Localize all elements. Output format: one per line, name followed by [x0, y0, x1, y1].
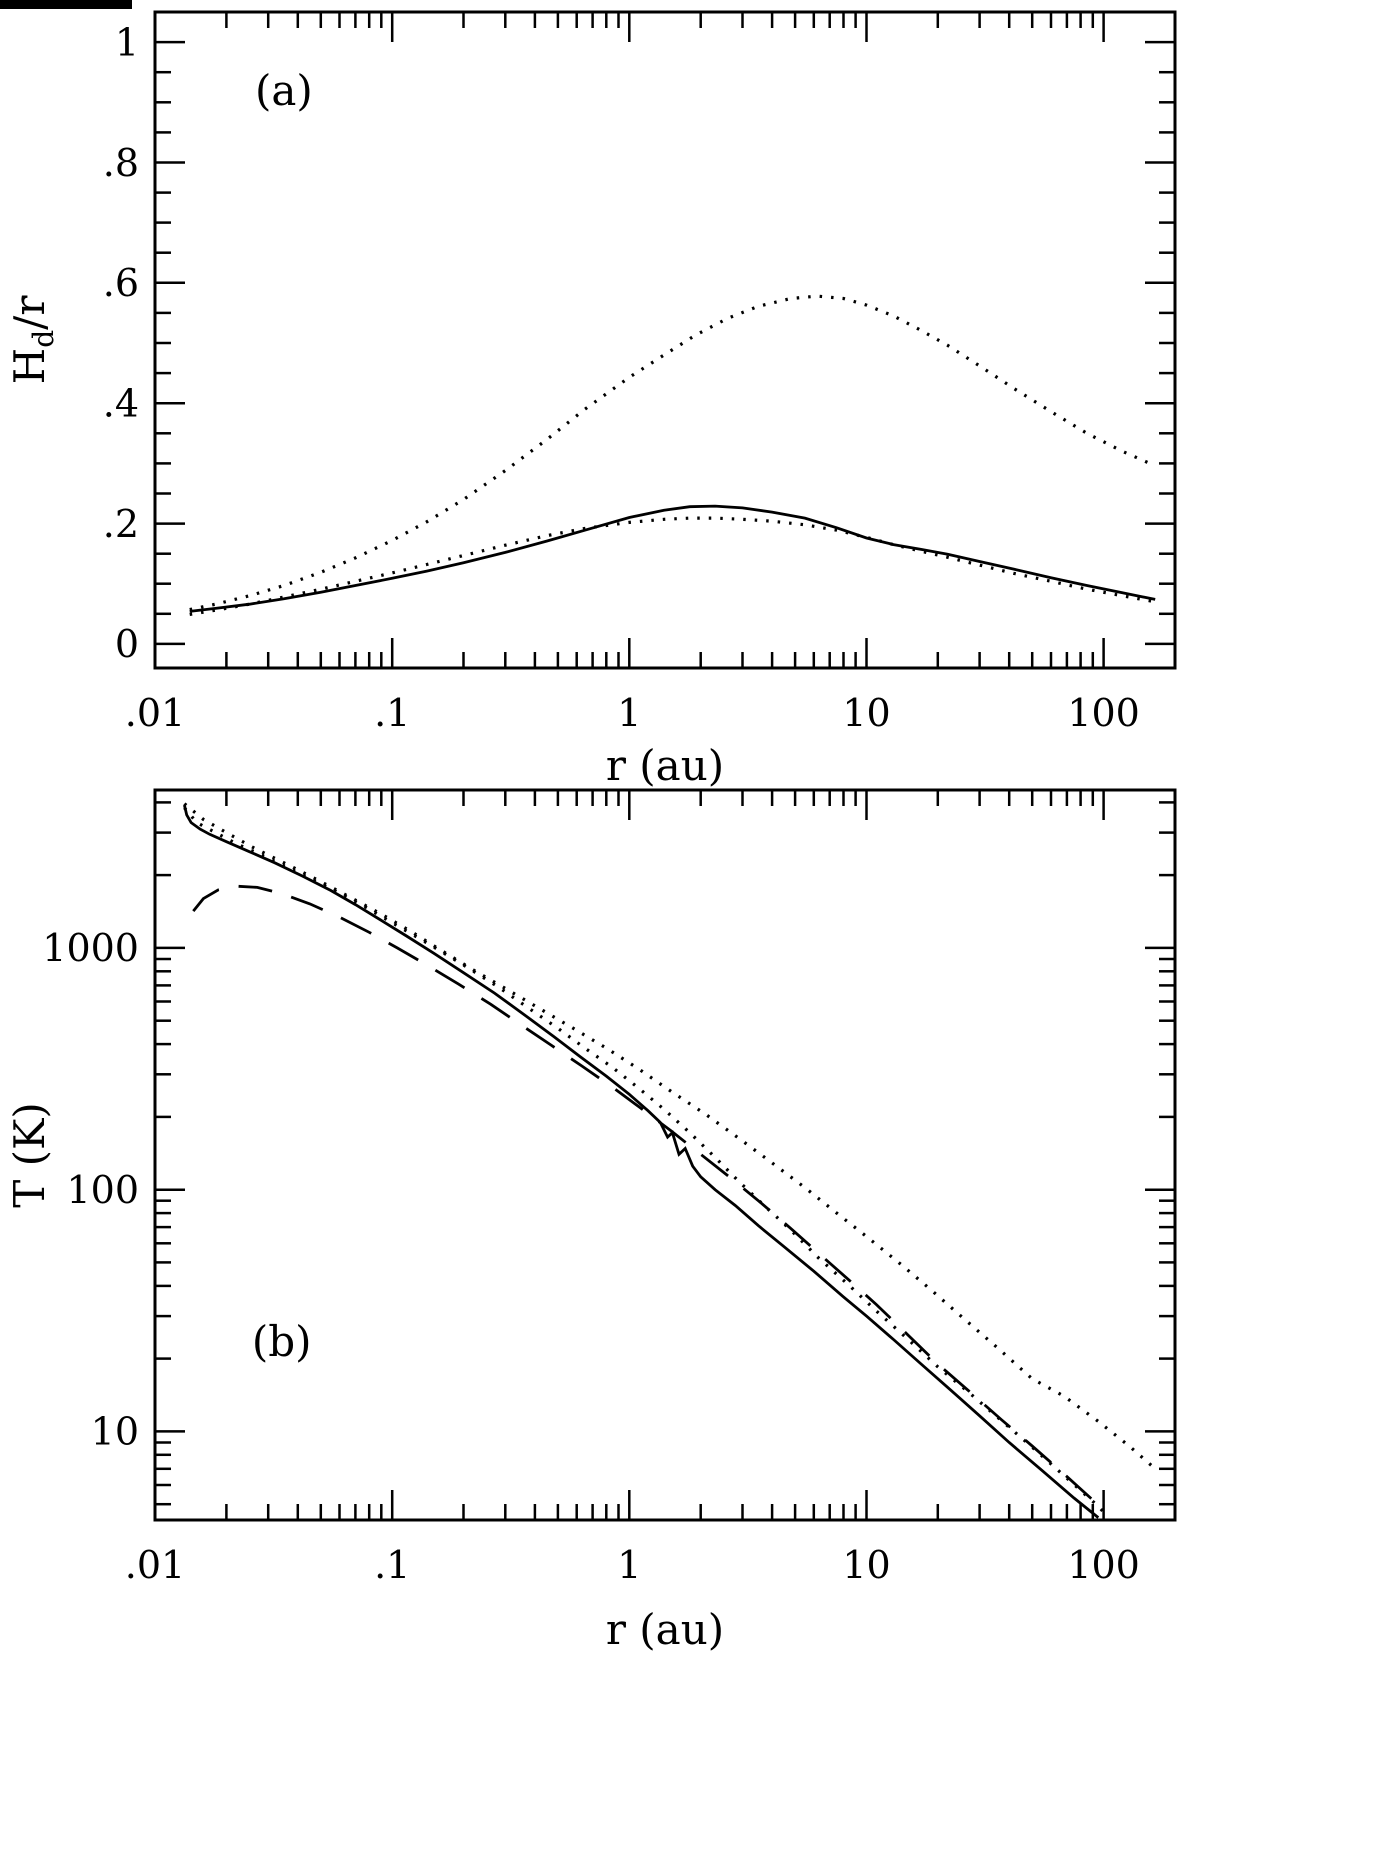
- series-dashed: [192, 884, 1094, 1502]
- x-tick-label: 1: [617, 1543, 641, 1587]
- plot-frame-a: [153, 10, 1177, 670]
- x-tick-label: .01: [125, 691, 185, 735]
- y-tick-label: .8: [103, 141, 139, 185]
- y-axis-label-b: T (K): [5, 1102, 54, 1208]
- series-solid: [189, 504, 1156, 613]
- panel-annotation-a: (a): [255, 66, 313, 115]
- series-dotted_inner: [189, 516, 1156, 616]
- y-tick-label: .2: [103, 502, 139, 546]
- x-axis-label-a: r (au): [606, 741, 724, 790]
- x-tick-label: 100: [1067, 1543, 1140, 1587]
- y-tick-label: 10: [91, 1410, 139, 1454]
- plot-frame-b: [153, 788, 1177, 1522]
- series-dotted_outer: [189, 294, 1156, 612]
- ticks-b: [153, 790, 1175, 1520]
- y-axis-label-a: Hd/r: [5, 295, 60, 385]
- scan-artifact: [0, 0, 132, 9]
- series-group-a: [189, 294, 1156, 616]
- series-solid: [183, 804, 1100, 1519]
- series-dotted_lower: [183, 806, 1110, 1519]
- y-tick-label: 1: [115, 20, 139, 64]
- y-tick-label: 1000: [42, 926, 139, 970]
- x-tick-label: .1: [374, 691, 410, 735]
- panel-b: .01 .1 1 10 100 10 100 1000 r (au) T (K) (b): [5, 788, 1177, 1654]
- x-tick-label: .01: [125, 1543, 185, 1587]
- y-tick-label: 0: [115, 622, 139, 666]
- y-tick-label: .6: [103, 261, 139, 305]
- ticks-a: [153, 12, 1175, 668]
- panel-annotation-b: (b): [252, 1317, 312, 1366]
- y-tick-label: .4: [103, 382, 139, 426]
- y-tick-label: 100: [66, 1168, 139, 1212]
- x-tick-label: 1: [617, 691, 641, 735]
- x-tick-label: 10: [842, 691, 890, 735]
- x-tick-label: 10: [842, 1543, 890, 1587]
- series-group-b: [183, 802, 1157, 1519]
- x-tick-label: 100: [1067, 691, 1140, 735]
- x-tick-label: .1: [374, 1543, 410, 1587]
- x-axis-label-b: r (au): [606, 1605, 724, 1654]
- panel-a: .01 .1 1 10 100 0 .2 .4 .6 .8 1 r (au) Hd/r (a): [5, 10, 1177, 790]
